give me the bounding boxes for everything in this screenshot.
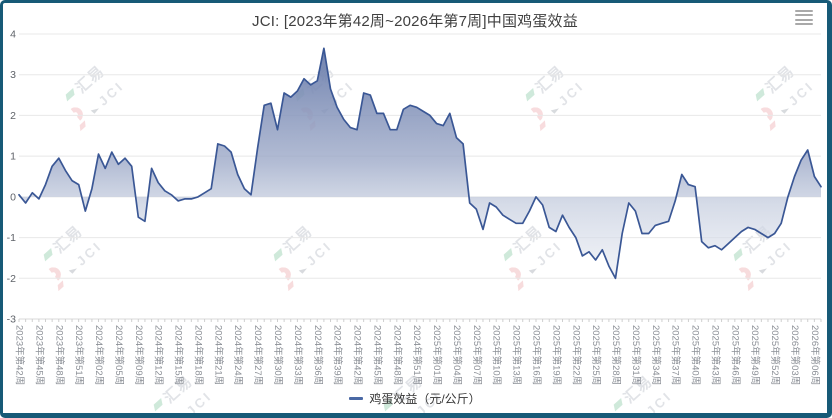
x-axis-tick-label: 2025年第16周 — [530, 325, 542, 385]
x-axis-tick-label: 2025年第49周 — [749, 325, 761, 385]
x-axis-tick-label: 2024年第18周 — [192, 325, 204, 385]
x-axis-tick-label: 2023年第42周 — [14, 325, 26, 385]
x-axis-tick-label: 2025年第04周 — [451, 325, 463, 385]
x-axis-tick-label: 2024年第09周 — [133, 325, 145, 385]
x-axis-tick-label: 2025年第37周 — [670, 325, 682, 385]
hamburger-menu-icon[interactable] — [795, 9, 813, 26]
x-axis-tick-label: 2024年第05周 — [113, 325, 125, 385]
x-axis-tick-label: 2025年第22周 — [570, 325, 582, 385]
y-axis-tick-label: 4 — [10, 29, 16, 41]
x-axis-tick-label: 2024年第48周 — [391, 325, 403, 385]
x-axis-tick-label: 2024年第12周 — [153, 325, 165, 385]
x-axis-tick-label: 2025年第07周 — [471, 325, 483, 385]
menu-bar — [795, 22, 813, 25]
x-axis-tick-label: 2024年第42周 — [352, 325, 364, 385]
x-axis-tick-label: 2025年第34周 — [650, 325, 662, 385]
x-axis-tick-label: 2025年第19周 — [550, 325, 562, 385]
x-axis-tick-label: 2025年第10周 — [491, 325, 503, 385]
x-axis-tick-label: 2024年第02周 — [93, 325, 105, 385]
y-axis-tick-label: -2 — [7, 273, 16, 285]
chart-title: JCI: [2023年第42周~2026年第7周]中国鸡蛋效益 — [252, 13, 578, 30]
legend-item[interactable]: 鸡蛋效益（元/公斤） — [3, 390, 827, 407]
x-axis-tick-label: 2024年第24周 — [232, 325, 244, 385]
x-axis-tick-label: 2026年第03周 — [789, 325, 801, 385]
x-axis-tick-label: 2024年第39周 — [332, 325, 344, 385]
legend-line-marker — [349, 397, 364, 400]
x-axis-tick-label: 2025年第01周 — [431, 325, 443, 385]
x-axis-tick-label: 2025年第46周 — [729, 325, 741, 385]
x-axis-tick-label: 2024年第15周 — [173, 325, 185, 385]
x-axis-tick-label: 2024年第21周 — [212, 325, 224, 385]
x-axis-tick-label: 2024年第45周 — [371, 325, 383, 385]
x-axis-tick-label: 2024年第51周 — [411, 325, 423, 385]
x-axis-tick-label: 2024年第27周 — [252, 325, 264, 385]
menu-bar — [795, 18, 813, 21]
x-axis-tick-label: 2025年第40周 — [690, 325, 702, 385]
y-axis-tick-label: 0 — [10, 191, 16, 203]
y-axis-tick-label: 3 — [10, 69, 16, 81]
x-axis-tick-label: 2025年第13周 — [511, 325, 523, 385]
legend-label: 鸡蛋效益（元/公斤） — [369, 392, 481, 406]
menu-bar — [795, 14, 813, 17]
x-axis-tick-label: 2023年第45周 — [33, 325, 45, 385]
x-axis-tick-label: 2024年第36周 — [312, 325, 324, 385]
y-axis-tick-label: 1 — [10, 151, 16, 163]
x-axis-tick-label: 2025年第43周 — [709, 325, 721, 385]
x-axis-tick-label: 2024年第33周 — [292, 325, 304, 385]
x-axis-tick-label: 2024年第30周 — [272, 325, 284, 385]
y-axis-tick-label: 2 — [10, 110, 16, 122]
x-axis-tick-label: 2025年第28周 — [610, 325, 622, 385]
line-series — [18, 47, 822, 280]
y-axis-tick-label: -3 — [7, 314, 16, 326]
area-fill — [19, 48, 821, 279]
x-axis-tick-label: 2025年第52周 — [769, 325, 781, 385]
x-axis-tick-label: 2025年第25周 — [590, 325, 602, 385]
x-axis-tick-label: 2023年第51周 — [73, 325, 85, 385]
y-axis-tick-label: -1 — [7, 232, 16, 244]
x-axis-tick-label: 2026年第06周 — [809, 325, 821, 385]
x-axis-tick-label: 2023年第48周 — [53, 325, 65, 385]
menu-bar — [795, 10, 813, 12]
x-axis-tick-label: 2025年第31周 — [630, 325, 642, 385]
